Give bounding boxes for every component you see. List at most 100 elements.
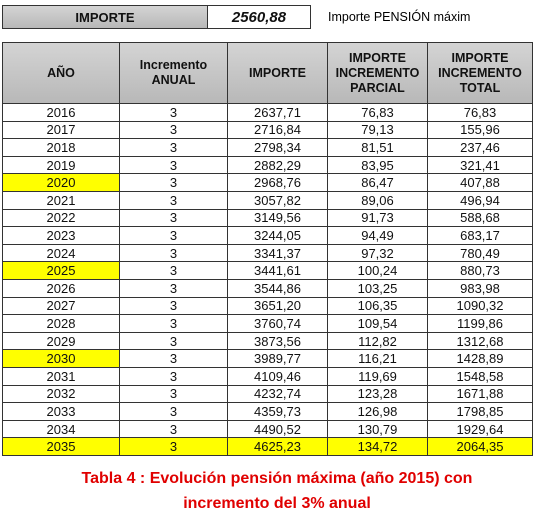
table-cell: 3873,56: [227, 331, 328, 351]
table-cell: 2019: [2, 155, 120, 175]
table-cell: 3: [119, 243, 228, 263]
table-cell: 2035: [2, 437, 120, 456]
table-cell: 2027: [2, 296, 120, 316]
table-cell: 3651,20: [227, 296, 328, 316]
table-cell: 2026: [2, 279, 120, 298]
table-cell: 3: [119, 208, 228, 228]
table-cell: 588,68: [427, 208, 533, 228]
table-cell: 3: [119, 296, 228, 316]
table-cell: 91,73: [327, 208, 428, 228]
table-cell: 3: [119, 314, 228, 333]
table-cell: 2716,84: [227, 120, 328, 140]
table-cell: 100,24: [327, 261, 428, 280]
table-cell: 116,21: [327, 349, 428, 368]
table-cell: 3: [119, 331, 228, 351]
table-cell: 2637,71: [227, 103, 328, 122]
table-cell: 1199,86: [427, 314, 533, 333]
table-cell: 3: [119, 173, 228, 192]
table-cell: 2021: [2, 191, 120, 210]
table-cell: 4359,73: [227, 402, 328, 421]
table-cell: 3: [119, 367, 228, 386]
table-cell: 134,72: [327, 437, 428, 456]
table-cell: 2033: [2, 402, 120, 421]
table-cell: 2798,34: [227, 138, 328, 157]
table-cell: 1929,64: [427, 419, 533, 439]
table-cell: 112,82: [327, 331, 428, 351]
table-cell: 237,46: [427, 138, 533, 157]
table-cell: 2028: [2, 314, 120, 333]
table-cell: 2024: [2, 243, 120, 263]
header-note: Importe PENSIÓN máxim: [328, 10, 471, 24]
column-header: Incremento ANUAL: [119, 42, 228, 104]
column-header: AÑO: [2, 42, 120, 104]
table-cell: 76,83: [327, 103, 428, 122]
table-cell: 3: [119, 419, 228, 439]
table-cell: 2018: [2, 138, 120, 157]
table-cell: 2017: [2, 120, 120, 140]
table-cell: 3149,56: [227, 208, 328, 228]
table-cell: 4625,23: [227, 437, 328, 456]
table-cell: 130,79: [327, 419, 428, 439]
header-value: 2560,88: [207, 5, 311, 29]
table-cell: 3: [119, 155, 228, 175]
table-cell: 126,98: [327, 402, 428, 421]
table-cell: 3: [119, 279, 228, 298]
table-cell: 109,54: [327, 314, 428, 333]
table-cell: 1428,89: [427, 349, 533, 368]
table-cell: 407,88: [427, 173, 533, 192]
table-cell: 2030: [2, 349, 120, 368]
table-cell: 2029: [2, 331, 120, 351]
table-cell: 4232,74: [227, 384, 328, 404]
table-cell: 3: [119, 384, 228, 404]
table-cell: 2031: [2, 367, 120, 386]
table-cell: 155,96: [427, 120, 533, 140]
table-cell: 3341,37: [227, 243, 328, 263]
table-cell: 103,25: [327, 279, 428, 298]
table-cell: 1671,88: [427, 384, 533, 404]
table-cell: 1090,32: [427, 296, 533, 316]
caption: Tabla 4 : Evolución pensión máxima (año …: [81, 470, 473, 487]
table-cell: 3544,86: [227, 279, 328, 298]
table-cell: 2025: [2, 261, 120, 280]
table-cell: 3: [119, 349, 228, 368]
table-cell: 321,41: [427, 155, 533, 175]
table-cell: 2064,35: [427, 437, 533, 456]
table-cell: 2034: [2, 419, 120, 439]
table-cell: 97,32: [327, 243, 428, 263]
table-cell: 3: [119, 103, 228, 122]
table-cell: 3989,77: [227, 349, 328, 368]
table-cell: 1312,68: [427, 331, 533, 351]
table-cell: 2882,29: [227, 155, 328, 175]
table-cell: 683,17: [427, 226, 533, 245]
table-cell: 3: [119, 437, 228, 456]
table-cell: 83,95: [327, 155, 428, 175]
table-cell: 3: [119, 191, 228, 210]
table-cell: 3: [119, 138, 228, 157]
table-cell: 119,69: [327, 367, 428, 386]
table-cell: 1548,58: [427, 367, 533, 386]
table-cell: 3: [119, 402, 228, 421]
table-cell: 1798,85: [427, 402, 533, 421]
column-header: IMPORTE: [227, 42, 328, 104]
table-cell: 2022: [2, 208, 120, 228]
table-cell: 2032: [2, 384, 120, 404]
table-cell: 76,83: [427, 103, 533, 122]
table-cell: 4490,52: [227, 419, 328, 439]
table-cell: 94,49: [327, 226, 428, 245]
table-cell: 3: [119, 120, 228, 140]
table-cell: 86,47: [327, 173, 428, 192]
table-cell: 496,94: [427, 191, 533, 210]
table-cell: 2023: [2, 226, 120, 245]
table-cell: 3760,74: [227, 314, 328, 333]
table-cell: 3: [119, 261, 228, 280]
table-cell: 780,49: [427, 243, 533, 263]
table-cell: 3057,82: [227, 191, 328, 210]
table-cell: 2968,76: [227, 173, 328, 192]
column-header: IMPORTE INCREMENTO TOTAL: [427, 42, 533, 104]
table-cell: 4109,46: [227, 367, 328, 386]
table-cell: 2020: [2, 173, 120, 192]
table-cell: 81,51: [327, 138, 428, 157]
header-label: IMPORTE: [2, 5, 208, 29]
table-cell: 2016: [2, 103, 120, 122]
